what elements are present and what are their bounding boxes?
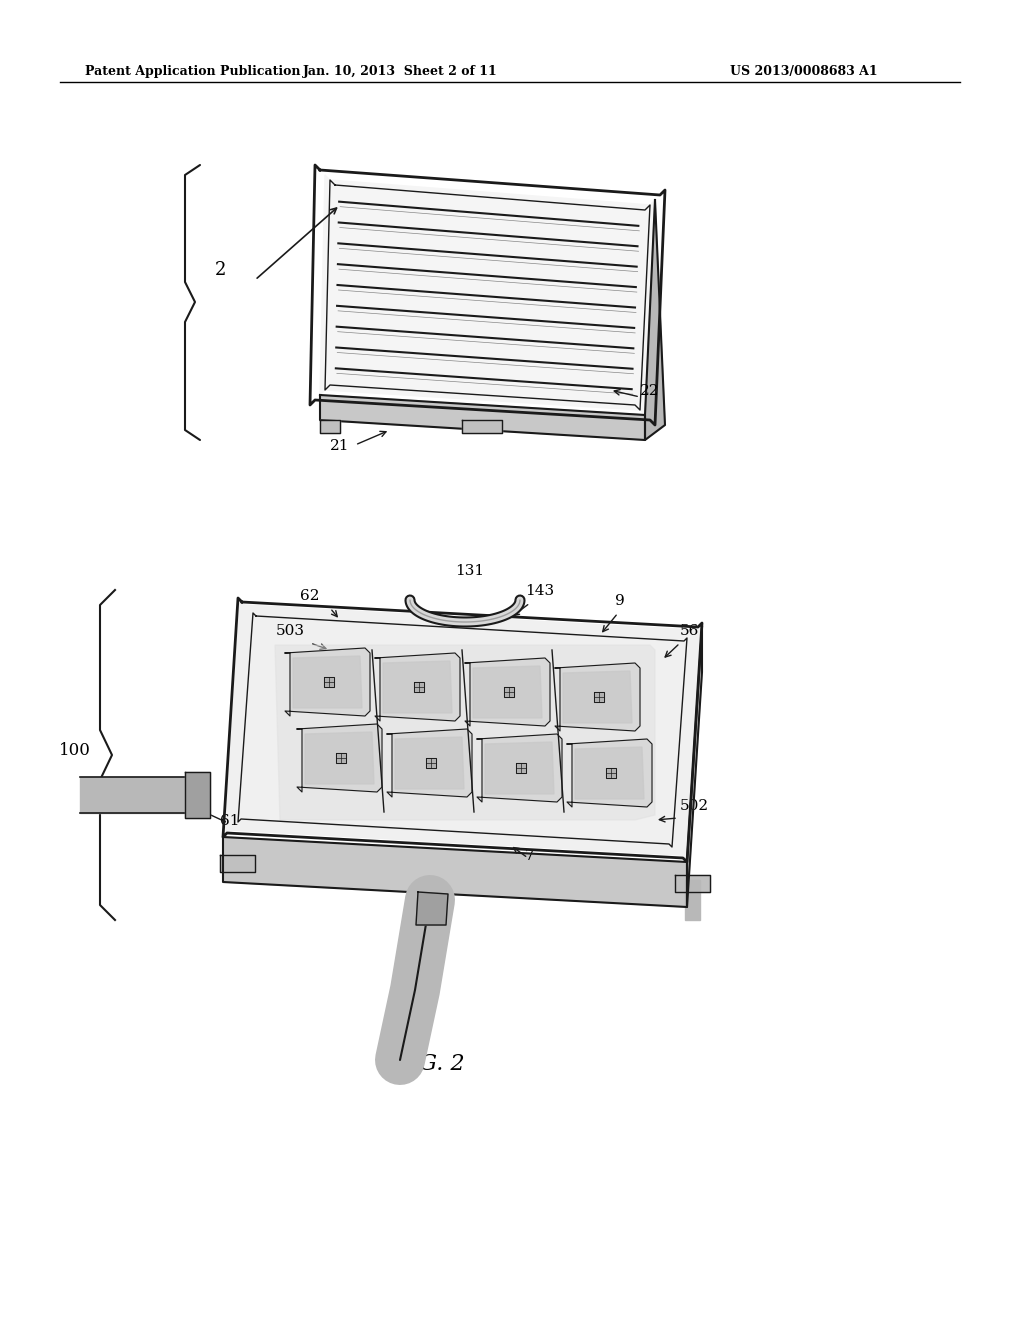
Polygon shape [324, 677, 334, 686]
Polygon shape [223, 837, 687, 907]
Text: 2: 2 [214, 261, 225, 279]
Polygon shape [567, 739, 652, 807]
Polygon shape [220, 855, 255, 873]
Polygon shape [185, 772, 210, 818]
Polygon shape [685, 880, 700, 920]
Polygon shape [416, 892, 449, 925]
Text: 63: 63 [406, 964, 425, 978]
Polygon shape [426, 758, 436, 768]
Polygon shape [297, 723, 382, 792]
Polygon shape [563, 671, 632, 723]
Polygon shape [645, 201, 665, 440]
Text: 22: 22 [640, 384, 659, 399]
Polygon shape [319, 420, 340, 433]
Polygon shape [383, 661, 452, 713]
Text: Jan. 10, 2013  Sheet 2 of 11: Jan. 10, 2013 Sheet 2 of 11 [303, 65, 498, 78]
Polygon shape [575, 747, 644, 799]
Text: 100: 100 [59, 742, 91, 759]
Polygon shape [387, 729, 472, 797]
Polygon shape [606, 768, 616, 777]
Text: 502: 502 [680, 799, 710, 813]
Text: 143: 143 [525, 583, 555, 598]
Polygon shape [465, 657, 550, 726]
Polygon shape [555, 663, 640, 731]
Text: 503: 503 [275, 624, 304, 638]
Polygon shape [293, 656, 362, 708]
Text: 61: 61 [220, 814, 240, 828]
Text: 9: 9 [615, 594, 625, 609]
Text: 21: 21 [331, 440, 350, 453]
Text: 131: 131 [456, 564, 484, 578]
Polygon shape [319, 176, 655, 414]
Polygon shape [225, 601, 700, 861]
Polygon shape [675, 875, 710, 892]
Polygon shape [485, 742, 554, 795]
Polygon shape [319, 395, 645, 440]
Polygon shape [275, 645, 655, 820]
Text: 62: 62 [300, 589, 319, 603]
Polygon shape [414, 682, 424, 692]
Text: 7: 7 [525, 849, 535, 863]
Text: Patent Application Publication: Patent Application Publication [85, 65, 300, 78]
Polygon shape [285, 648, 370, 715]
Polygon shape [687, 627, 702, 907]
Polygon shape [336, 752, 346, 763]
Text: FIG. 2: FIG. 2 [395, 1053, 465, 1074]
Polygon shape [395, 737, 464, 789]
Polygon shape [594, 692, 604, 702]
Text: 56: 56 [680, 624, 699, 638]
Polygon shape [477, 734, 562, 803]
Polygon shape [473, 667, 542, 718]
Polygon shape [375, 653, 460, 721]
Text: US 2013/0008683 A1: US 2013/0008683 A1 [730, 65, 878, 78]
Polygon shape [80, 777, 190, 813]
Polygon shape [305, 733, 374, 784]
Polygon shape [462, 420, 502, 433]
Polygon shape [516, 763, 526, 774]
Polygon shape [504, 686, 514, 697]
